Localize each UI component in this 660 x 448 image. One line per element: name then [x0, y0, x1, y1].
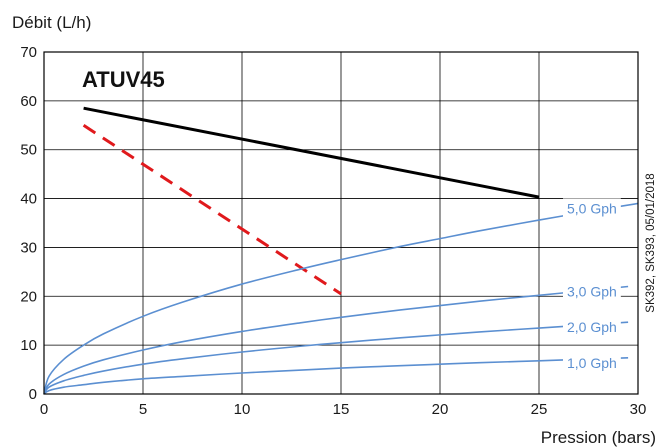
series-labels: 5,0 Gph 3,0 Gph 2,0 Gph 1,0 Gph — [563, 198, 621, 372]
series-2-line — [82, 124, 342, 296]
series-3-line — [43, 202, 639, 395]
x-tick-label: 30 — [630, 401, 647, 418]
plot-frame — [43, 51, 639, 395]
y-tick-label: 60 — [20, 93, 37, 110]
y-axis-title: Débit (L/h) — [12, 13, 91, 32]
x-axis-title: Pression (bars) — [541, 428, 656, 447]
series-label: 1,0 Gph — [567, 355, 617, 371]
series-1-line — [83, 106, 540, 199]
y-tick-label: 40 — [20, 191, 37, 208]
series-5-line — [43, 321, 629, 395]
x-tick-label: 10 — [234, 401, 251, 418]
y-tick-label: 10 — [20, 337, 37, 354]
series-label-background — [563, 281, 621, 301]
x-tick-label: 5 — [139, 401, 147, 418]
series-label-background — [563, 198, 621, 218]
y-tick-label: 0 — [29, 386, 37, 403]
x-tick-label: 25 — [531, 401, 548, 418]
y-tick-label: 70 — [20, 44, 37, 61]
grid-lines — [43, 51, 639, 395]
tick-labels: 0 5 10 15 20 25 30 0 10 20 30 40 50 60 70 — [20, 44, 646, 418]
series-label-background — [563, 352, 621, 372]
series-label: 2,0 Gph — [567, 319, 617, 335]
series-6-line — [43, 357, 629, 395]
series-label: 3,0 Gph — [567, 284, 617, 300]
series-label: 5,0 Gph — [567, 200, 617, 216]
x-tick-label: 0 — [40, 401, 48, 418]
series-4-line — [43, 285, 629, 395]
series-label-background — [563, 317, 621, 337]
y-tick-label: 50 — [20, 142, 37, 159]
y-tick-label: 20 — [20, 288, 37, 305]
side-note: SK392, SK393, 05/01/2018 — [645, 173, 657, 312]
chart-title: ATUV45 — [82, 67, 165, 92]
x-tick-label: 20 — [432, 401, 449, 418]
data-series — [43, 106, 639, 395]
x-tick-label: 15 — [333, 401, 350, 418]
y-tick-label: 30 — [20, 239, 37, 256]
